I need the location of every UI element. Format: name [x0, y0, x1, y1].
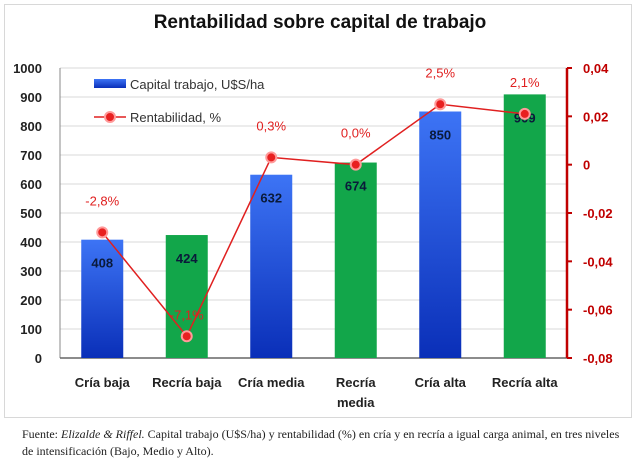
rentabilidad-line [101, 103, 525, 338]
x-tick-label: media [337, 395, 375, 410]
x-tick-label: Cría media [238, 375, 305, 390]
line-value-label: 2,1% [510, 75, 540, 90]
x-tick-label: Recría baja [152, 375, 222, 390]
chart-plot: 0 100 200 300 400 500 600 700 800 900 1000 -0,08 -0,… [13, 61, 613, 410]
y-tick-label: 700 [20, 148, 42, 163]
bar [503, 94, 546, 358]
legend-label-capital: Capital trabajo, U$S/ha [130, 77, 265, 92]
y-tick-label: 0 [35, 351, 42, 366]
y-tick-label: 100 [20, 322, 42, 337]
bar [250, 174, 293, 358]
bar-value-label: 424 [176, 251, 198, 266]
line-point [96, 226, 109, 239]
x-tick-label: Recría [336, 375, 377, 390]
line-value-label: 0,0% [341, 126, 371, 141]
y2-tick-label: 0 [583, 158, 590, 173]
y2-tick-label: -0,08 [583, 351, 613, 366]
y2-tick-label: -0,02 [583, 206, 613, 221]
y-tick-label: 200 [20, 293, 42, 308]
y2-tick-label: 0,02 [583, 109, 608, 124]
line-value-label: -2,8% [85, 193, 119, 208]
y-tick-label: 500 [20, 206, 42, 221]
bar-value-label: 850 [429, 128, 451, 143]
legend-label-rentabilidad: Rentabilidad, % [130, 110, 221, 125]
y2-tick-label: 0,04 [583, 61, 609, 76]
line-value-label: -7,1% [170, 307, 204, 322]
x-tick-label: Cría baja [75, 375, 131, 390]
y2-tick-label: -0,06 [583, 303, 613, 318]
legend-bar-swatch [94, 79, 126, 88]
legend-line-marker [104, 111, 116, 123]
chart-title: Rentabilidad sobre capital de trabajo [153, 12, 487, 33]
line-value-label: 0,3% [256, 118, 286, 133]
figure-caption: Fuente: Elizalde & Riffel. Capital traba… [22, 426, 632, 460]
line-point [349, 158, 362, 171]
y-tick-label: 400 [20, 235, 42, 250]
line-point [180, 330, 193, 343]
bar [334, 162, 377, 358]
bar [419, 111, 462, 358]
line-point [265, 151, 278, 164]
x-tick-label: Recría alta [492, 375, 559, 390]
y-tick-label: 300 [20, 264, 42, 279]
bar-value-label: 674 [345, 179, 367, 194]
caption-source-label: Fuente: [22, 427, 61, 441]
caption-authors: Elizalde & Riffel. [61, 427, 145, 441]
x-tick-label: Cría alta [415, 375, 467, 390]
y-tick-label: 1000 [13, 61, 42, 76]
y-tick-label: 800 [20, 119, 42, 134]
y-tick-label: 600 [20, 177, 42, 192]
y2-tick-label: -0,04 [583, 254, 613, 269]
line-value-label: 2,5% [425, 65, 455, 80]
bar-value-label: 632 [260, 191, 282, 206]
y-tick-label: 900 [20, 90, 42, 105]
line-point [518, 107, 531, 120]
line-point [434, 98, 447, 111]
bar [81, 239, 124, 358]
bar-value-label: 408 [91, 256, 113, 271]
caption-text: Capital trabajo (U$S/ha) y rentabilidad … [22, 427, 620, 458]
